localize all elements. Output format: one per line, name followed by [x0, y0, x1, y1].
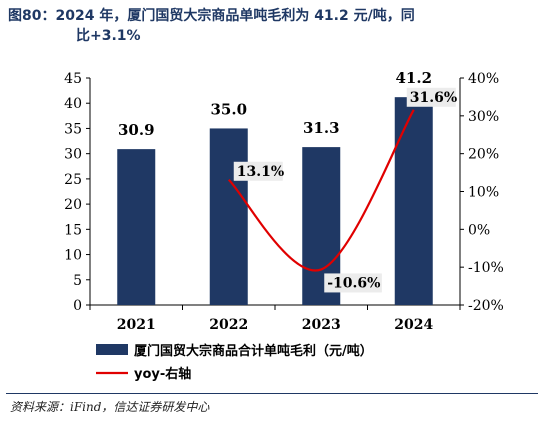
- y-tick-label-right: 10%: [468, 185, 499, 201]
- y-tick-label-right: 40%: [468, 71, 499, 87]
- y-tick-label-left: 45: [64, 71, 82, 87]
- chart-title: 图80：2024 年，厦门国贸大宗商品单吨毛利为 41.2 元/吨，同 比+3.…: [8, 6, 538, 46]
- y-tick-label-right: 0%: [468, 222, 490, 238]
- legend-swatch-bar: [96, 344, 128, 355]
- y-tick-label-left: 40: [64, 96, 82, 112]
- y-tick-label-right: 20%: [468, 147, 499, 163]
- y-tick-label-left: 30: [64, 147, 82, 163]
- source-note: 资料来源：iFind，信达证券研发中心: [10, 400, 210, 414]
- y-tick-label-right: -10%: [468, 260, 504, 276]
- y-tick-label-left: 15: [64, 222, 82, 238]
- bar: [209, 128, 248, 305]
- yoy-value-label: 31.6%: [410, 90, 457, 106]
- bar-value-label: 30.9: [118, 121, 155, 139]
- title-line-2: 比+3.1%: [76, 28, 141, 44]
- legend-label-bar: 厦门国贸大宗商品合计单吨毛利（元/吨）: [134, 343, 373, 359]
- x-tick-label: 2023: [302, 317, 341, 333]
- y-tick-label-right: -20%: [468, 298, 504, 314]
- yoy-label-box: [324, 273, 382, 293]
- yoy-value-label: 13.1%: [237, 164, 284, 180]
- x-tick-label: 2024: [394, 317, 433, 333]
- bar: [117, 149, 156, 305]
- bar-value-label: 35.0: [210, 100, 247, 118]
- bar-value-label: 31.3: [303, 119, 340, 137]
- yoy-label-box: [233, 161, 283, 181]
- yoy-value-label: -10.6%: [327, 275, 380, 291]
- yoy-label-box: [406, 87, 456, 107]
- y-tick-label-right: 30%: [468, 109, 499, 125]
- yoy-line: [227, 109, 415, 272]
- x-tick-label: 2021: [117, 317, 156, 333]
- bar-value-label: 41.2: [395, 69, 432, 87]
- bar: [394, 97, 433, 306]
- x-tick-label: 2022: [209, 317, 248, 333]
- y-tick-label-left: 20: [64, 197, 82, 213]
- y-tick-label-left: 35: [64, 121, 82, 137]
- y-tick-label-left: 10: [64, 248, 82, 264]
- y-tick-label-left: 25: [64, 172, 82, 188]
- y-tick-label-left: 5: [73, 273, 82, 289]
- source-divider: [6, 393, 538, 394]
- title-line-1: 图80：2024 年，厦门国贸大宗商品单吨毛利为 41.2 元/吨，同: [8, 8, 415, 24]
- y-tick-label-left: 0: [73, 298, 82, 314]
- legend-label-line: yoy-右轴: [134, 366, 191, 382]
